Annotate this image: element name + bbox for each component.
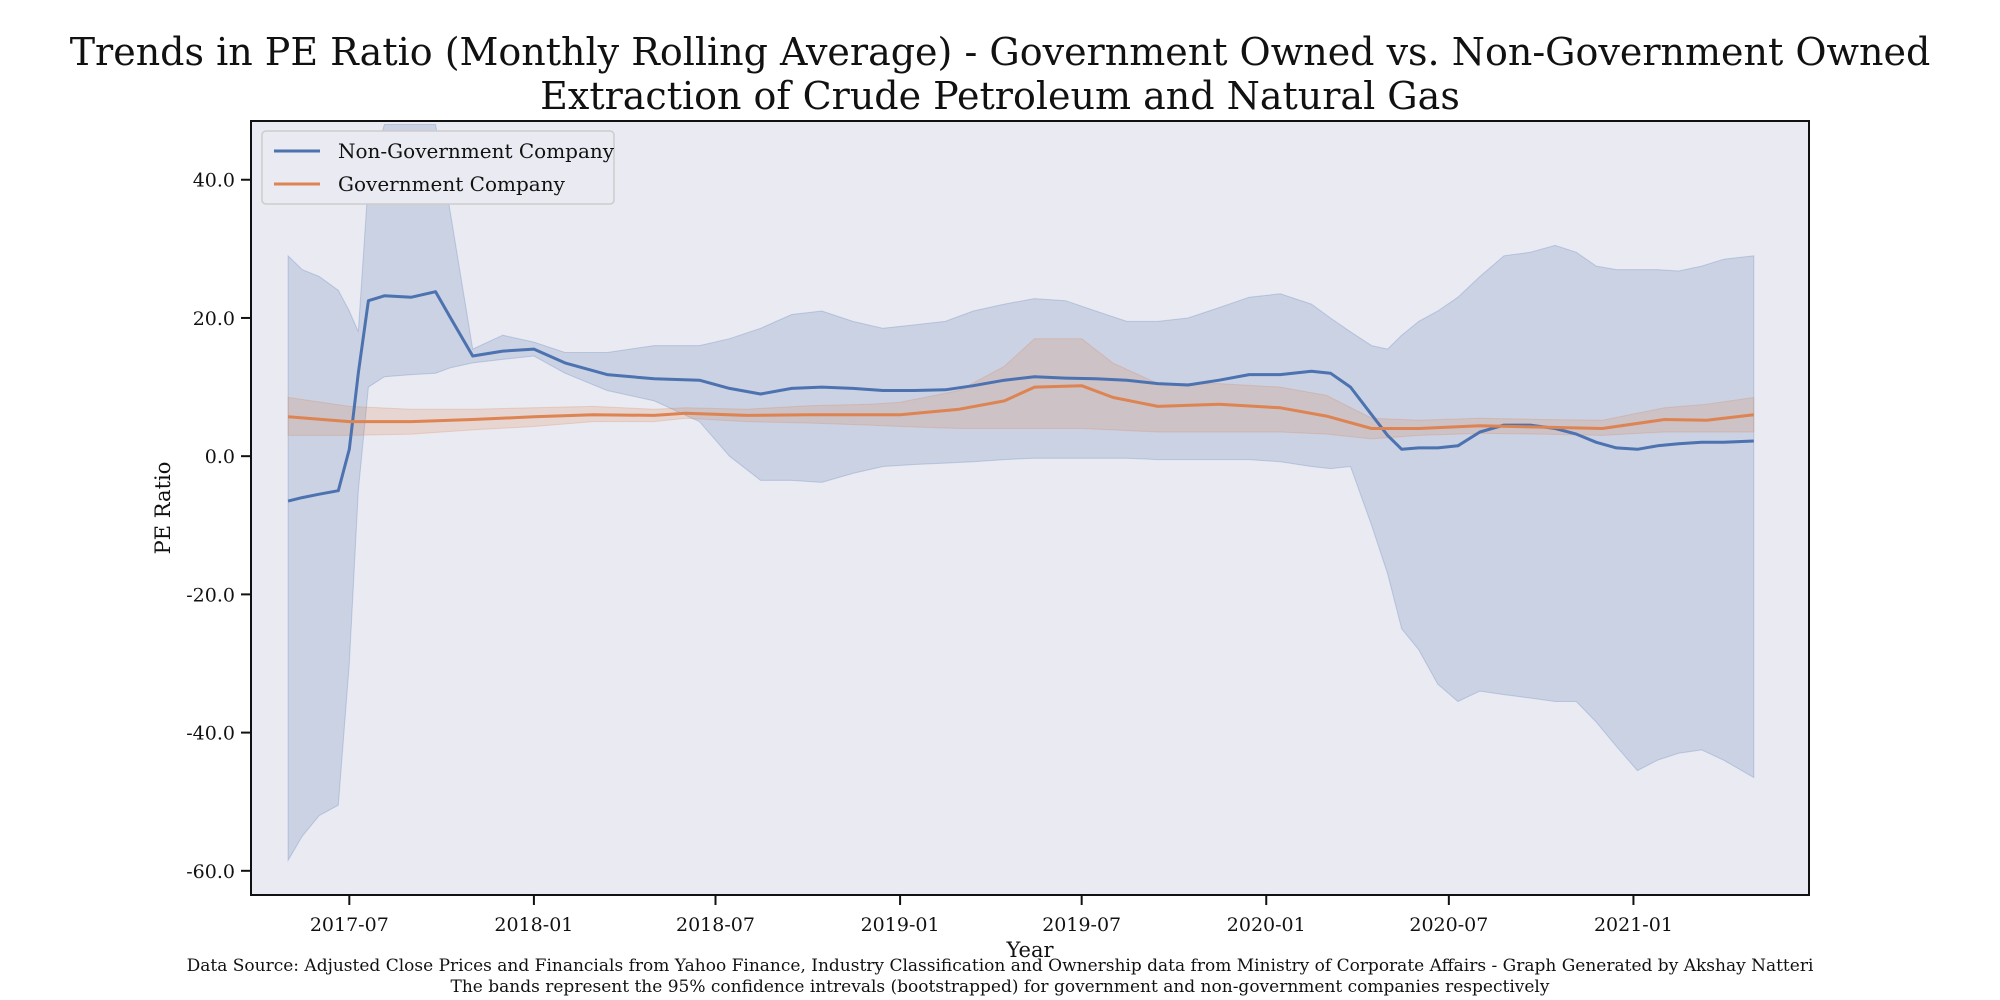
x-tick-label: 2020-07 [1409, 914, 1488, 936]
y-axis-label: PE Ratio [151, 462, 175, 555]
x-axis-label: Year [1005, 938, 1054, 962]
series-lines [287, 290, 1754, 503]
y-tick-label: -20.0 [186, 584, 235, 606]
legend-label-0: Non-Government Company [338, 139, 615, 163]
y-tick-label: 20.0 [193, 308, 235, 330]
series-line-1 [287, 384, 1754, 430]
confidence-band-1 [287, 338, 1755, 440]
y-tick-label: 40.0 [193, 170, 235, 192]
footnote-bands: The bands represent the 95% confidence i… [450, 977, 1550, 997]
x-tick-label: 2019-07 [1042, 914, 1121, 936]
x-tick-label: 2018-07 [676, 914, 755, 936]
y-axis: -60.0 -40.0 -20.0 0.0 20.0 40.0 [186, 170, 251, 883]
y-tick-label: -60.0 [186, 861, 235, 883]
y-tick-label: 0.0 [205, 446, 235, 468]
chart-subtitle: Extraction of Crude Petroleum and Natura… [540, 74, 1460, 118]
x-tick-label: 2019-01 [861, 914, 940, 936]
chart-title: Trends in PE Ratio (Monthly Rolling Aver… [69, 30, 1931, 74]
x-tick-label: 2021-01 [1594, 914, 1673, 936]
plot-area [251, 121, 1809, 895]
legend-box [261, 130, 615, 205]
legend: Non-Government Company Government Company [261, 130, 615, 205]
x-axis: 2017-07 2018-01 2018-07 2019-01 2019-07 2020-… [310, 895, 1673, 936]
x-tick-label: 2020-01 [1227, 914, 1306, 936]
plot-frame [250, 120, 1810, 896]
y-tick-label: -40.0 [186, 723, 235, 745]
legend-label-1: Government Company [338, 172, 566, 196]
x-tick-label: 2017-07 [310, 914, 389, 936]
x-tick-label: 2018-01 [494, 914, 573, 936]
footnote-data-source: Data Source: Adjusted Close Prices and F… [186, 956, 1814, 976]
